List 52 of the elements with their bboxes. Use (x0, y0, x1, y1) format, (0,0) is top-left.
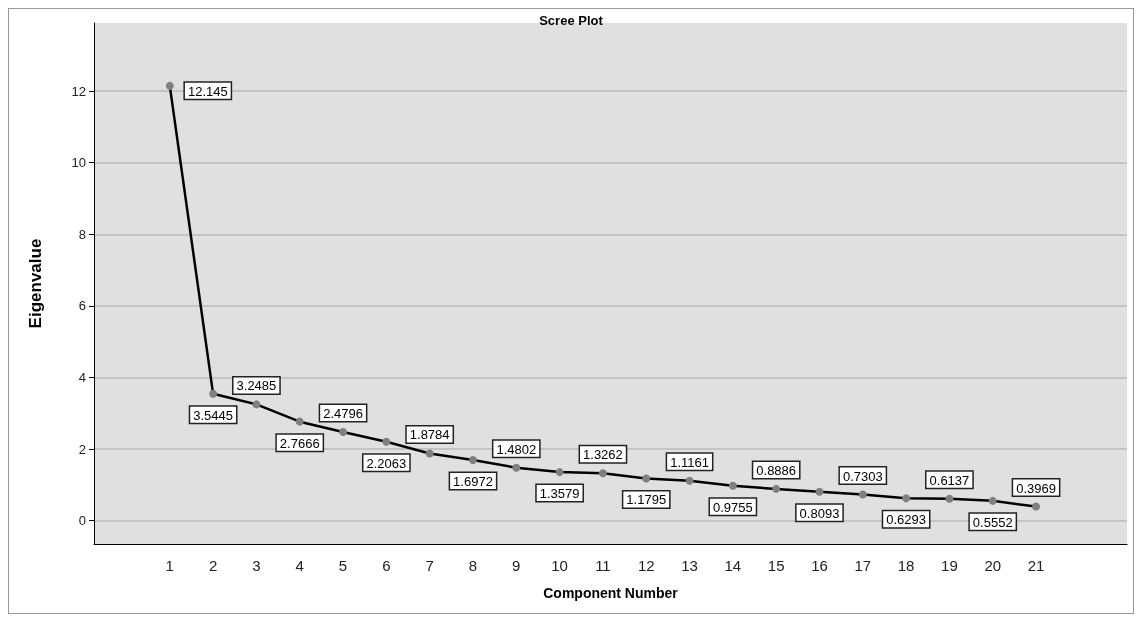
data-label: 1.1161 (670, 454, 709, 470)
y-tick-label: 6 (78, 298, 86, 314)
chart-title: Scree Plot (539, 13, 604, 28)
x-tick-label: 17 (854, 557, 872, 574)
y-tick-label: 4 (78, 369, 86, 385)
data-label: 0.6137 (929, 472, 970, 488)
x-tick-label: 20 (984, 557, 1002, 574)
x-tick-label: 7 (425, 557, 434, 574)
data-label: 1.3262 (583, 447, 623, 463)
x-tick-label: 8 (468, 557, 478, 574)
data-label: 1.6972 (453, 473, 493, 489)
x-tick-label: 12 (637, 557, 655, 574)
data-label: 0.6293 (886, 512, 926, 528)
x-tick-label: 5 (338, 557, 348, 574)
x-tick-label: 13 (681, 557, 698, 574)
data-label: 0.8886 (756, 462, 797, 478)
data-label: 1.3579 (539, 486, 580, 502)
y-tick-label: 12 (71, 83, 86, 99)
data-label: 0.8093 (799, 505, 840, 521)
y-tick-label: 10 (71, 155, 86, 171)
x-tick-label: 21 (1027, 557, 1045, 574)
data-label: 1.8784 (409, 427, 450, 443)
data-label: 0.5552 (972, 514, 1013, 530)
data-label: 0.9755 (712, 499, 753, 515)
x-tick-label: 9 (512, 557, 521, 574)
x-tick-label: 2 (208, 557, 218, 574)
x-tick-label: 1 (165, 557, 174, 574)
data-label: 2.7666 (279, 435, 320, 451)
x-tick-label: 4 (295, 557, 304, 574)
x-tick-label: 6 (382, 557, 391, 574)
x-tick-label: 18 (897, 557, 915, 574)
y-tick-label: 2 (78, 441, 86, 457)
y-tick-label: 0 (78, 513, 86, 529)
y-tick-label: 8 (78, 226, 86, 242)
data-label: 2.4796 (323, 405, 363, 421)
x-tick-label: 14 (724, 557, 742, 574)
x-tick-label: 11 (595, 557, 611, 574)
data-label: 1.4802 (496, 441, 537, 457)
data-label: 12.145 (187, 83, 228, 99)
data-label: 0.3969 (1016, 480, 1056, 496)
data-label: 2.2063 (366, 455, 407, 471)
x-tick-label: 3 (252, 557, 261, 574)
y-axis-title: Eigenvalue (26, 238, 45, 329)
x-axis-title: Component Number (543, 585, 679, 601)
data-label: 1.1795 (626, 492, 667, 508)
x-tick-label: 19 (941, 557, 958, 574)
data-label: 3.2485 (236, 378, 277, 394)
x-tick-label: 10 (551, 557, 568, 574)
x-tick-label: 15 (767, 557, 785, 574)
data-label: 0.7303 (842, 468, 883, 484)
data-label: 3.5445 (193, 407, 233, 423)
x-tick-label: 16 (811, 557, 828, 574)
